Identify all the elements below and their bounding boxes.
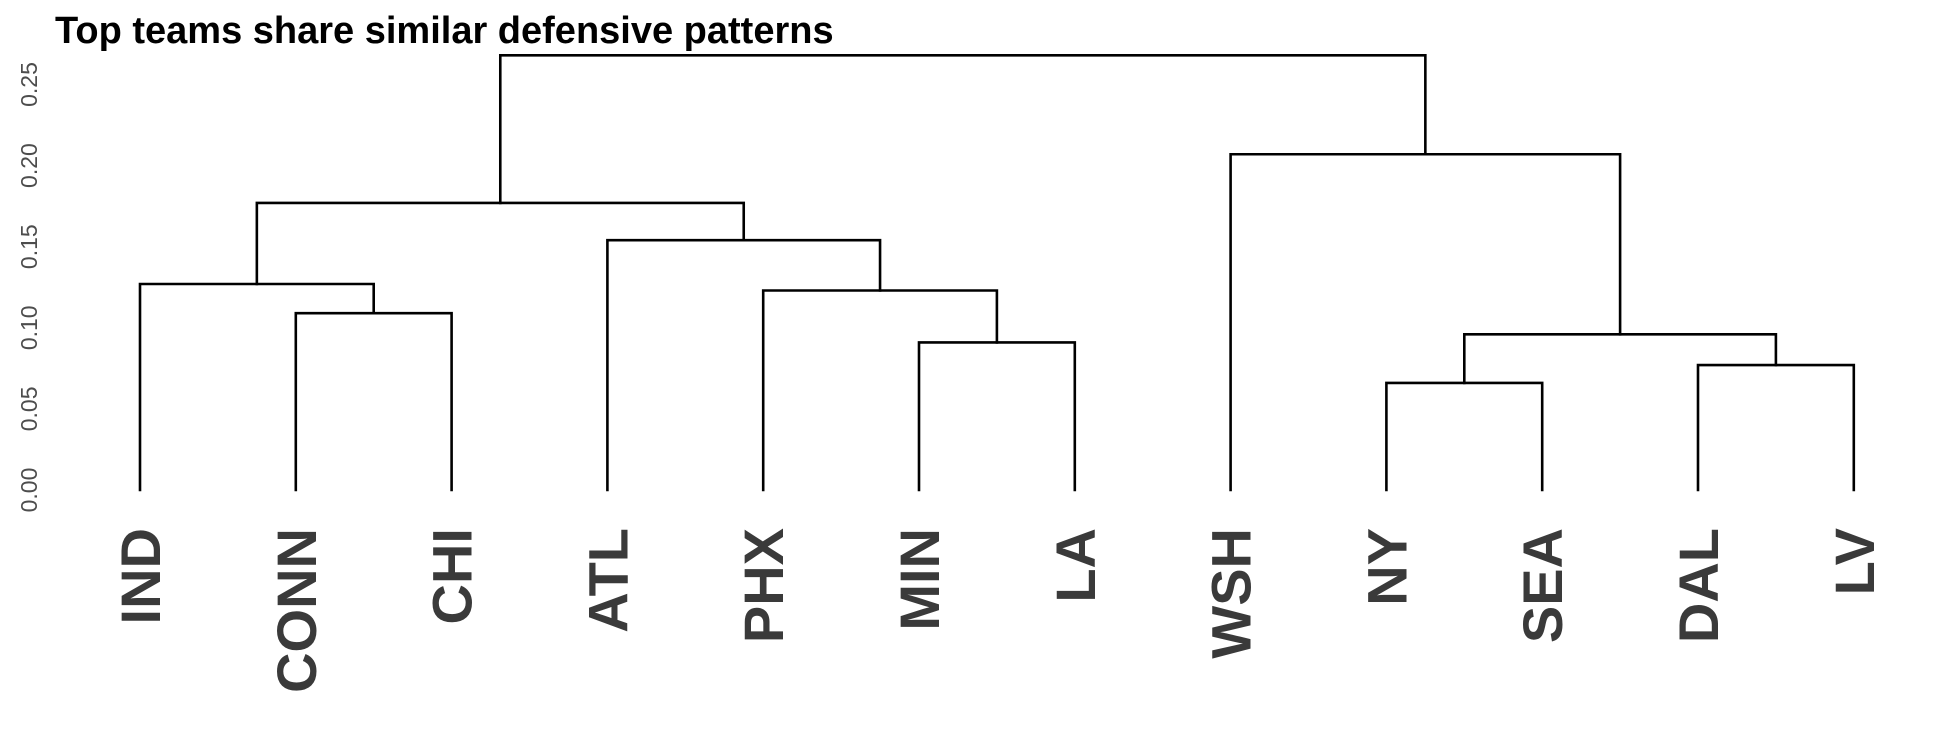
dendrogram-branch <box>294 311 453 492</box>
y-tick-label: 0.20 <box>16 143 42 188</box>
chart-title: Top teams share similar defensive patter… <box>55 10 834 52</box>
dendrogram-branch <box>1696 363 1856 492</box>
y-tick-label: 0.10 <box>16 305 42 350</box>
leaf-label: WSH <box>1200 528 1263 659</box>
dendrogram-branch <box>138 282 375 492</box>
y-tick-label: 0.25 <box>16 62 42 107</box>
dendrogram-branch <box>761 289 999 492</box>
leaf-label: IND <box>109 528 172 624</box>
leaf-label: CONN <box>265 528 328 693</box>
dendrogram-branch <box>1463 332 1778 385</box>
y-tick-label: 0.15 <box>16 224 42 269</box>
dendrogram-branch <box>255 201 746 286</box>
leaf-label: SEA <box>1511 528 1574 643</box>
dendrogram-branches <box>138 54 1856 492</box>
y-tick-label: 0.00 <box>16 468 42 513</box>
leaf-label: ATL <box>576 528 639 633</box>
leaf-label: PHX <box>732 528 795 643</box>
y-axis: 0.00 0.05 0.10 0.15 0.20 0.25 <box>16 62 42 512</box>
dendrogram-branch <box>917 341 1077 492</box>
leaf-label: MIN <box>888 528 951 631</box>
leaf-labels: IND CONN CHI ATL PHX MIN LA WSH NY SEA DAL LV <box>109 528 1886 693</box>
leaf-label: LV <box>1823 528 1886 595</box>
leaf-label: LA <box>1044 528 1107 603</box>
leaf-label: CHI <box>421 528 484 624</box>
dendrogram-branch <box>1229 152 1622 492</box>
dendrogram-branch <box>606 238 882 492</box>
y-tick-label: 0.05 <box>16 387 42 432</box>
leaf-label: DAL <box>1667 528 1730 643</box>
leaf-label: NY <box>1355 528 1418 606</box>
dendrogram-branch <box>498 54 1427 205</box>
dendrogram-branch <box>1385 381 1544 492</box>
